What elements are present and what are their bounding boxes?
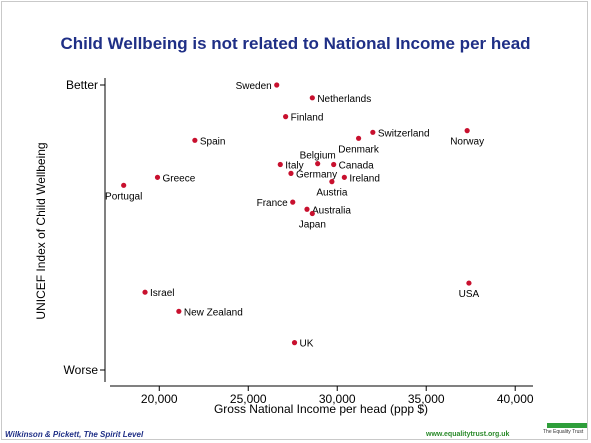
y-axis-title: UNICEF Index of Child Wellbeing xyxy=(34,142,48,319)
data-point xyxy=(274,82,280,88)
logo-text: The Equality Trust xyxy=(543,429,584,435)
data-point xyxy=(309,95,315,101)
y-tick-label: Better xyxy=(66,78,98,92)
point-label: UK xyxy=(300,339,314,350)
point-label: USA xyxy=(459,289,480,300)
data-point xyxy=(329,179,335,185)
point-label: Spain xyxy=(200,136,226,147)
data-point xyxy=(288,170,294,176)
point-label: Netherlands xyxy=(317,94,371,105)
point-label: Switzerland xyxy=(378,128,430,139)
y-axis-ticks: Better Worse xyxy=(64,78,105,377)
equality-trust-logo: The Equality Trust xyxy=(541,423,589,442)
point-label: Israel xyxy=(150,288,174,299)
data-point xyxy=(192,137,198,143)
point-label: Sweden xyxy=(236,81,272,92)
point-label: France xyxy=(257,198,289,209)
point-label: Norway xyxy=(450,137,484,148)
data-point xyxy=(291,340,298,346)
data-point xyxy=(331,161,337,168)
data-point xyxy=(283,114,289,120)
point-label: Japan xyxy=(299,220,326,231)
x-tick-label: 20,000 xyxy=(141,392,178,406)
point-label: Belgium xyxy=(300,151,336,162)
point-label: Ireland xyxy=(349,173,380,184)
point-label: Canada xyxy=(339,161,374,172)
point-label: Denmark xyxy=(338,144,380,155)
point-label: New Zealand xyxy=(184,307,243,318)
y-tick-label: Worse xyxy=(64,363,99,377)
point-label: Greece xyxy=(162,173,195,184)
point-label: Austria xyxy=(316,188,348,199)
data-point xyxy=(370,129,376,135)
x-tick-label: 30,000 xyxy=(319,392,356,406)
x-axis-ticks: 20,000 25,000 30,000 35,000 40,000 xyxy=(141,386,534,406)
data-point xyxy=(315,161,321,167)
data-point xyxy=(341,174,347,180)
point-label: Portugal xyxy=(105,191,142,202)
x-tick-label: 40,000 xyxy=(497,392,534,406)
logo-bar xyxy=(547,423,587,428)
data-points: Sweden Netherlands Finland Switzerland Norwa… xyxy=(105,81,484,350)
x-tick-label: 35,000 xyxy=(408,392,445,406)
website-link[interactable]: www.equalitytrust.org.uk xyxy=(426,431,510,438)
data-point xyxy=(277,161,283,168)
x-axis-title: Gross National Income per head (ppp $) xyxy=(214,402,428,416)
point-label: Germany xyxy=(296,169,337,180)
data-point xyxy=(304,206,310,212)
data-point xyxy=(464,128,470,134)
data-point xyxy=(309,210,315,217)
plot-area xyxy=(104,78,533,387)
point-label: Australia xyxy=(312,205,351,216)
data-point xyxy=(290,199,296,205)
data-point xyxy=(466,280,472,286)
data-point xyxy=(355,135,362,141)
data-point xyxy=(121,182,127,188)
data-point xyxy=(176,308,182,314)
x-tick-label: 25,000 xyxy=(230,392,267,406)
data-point xyxy=(154,174,161,180)
point-label: Italy xyxy=(285,161,303,172)
point-label: Finland xyxy=(291,113,324,124)
source-credit: Wilkinson & Pickett, The Spirit Level xyxy=(5,430,144,439)
slide-title: Child Wellbeing is not related to Nation… xyxy=(60,34,531,53)
data-point xyxy=(142,289,148,295)
